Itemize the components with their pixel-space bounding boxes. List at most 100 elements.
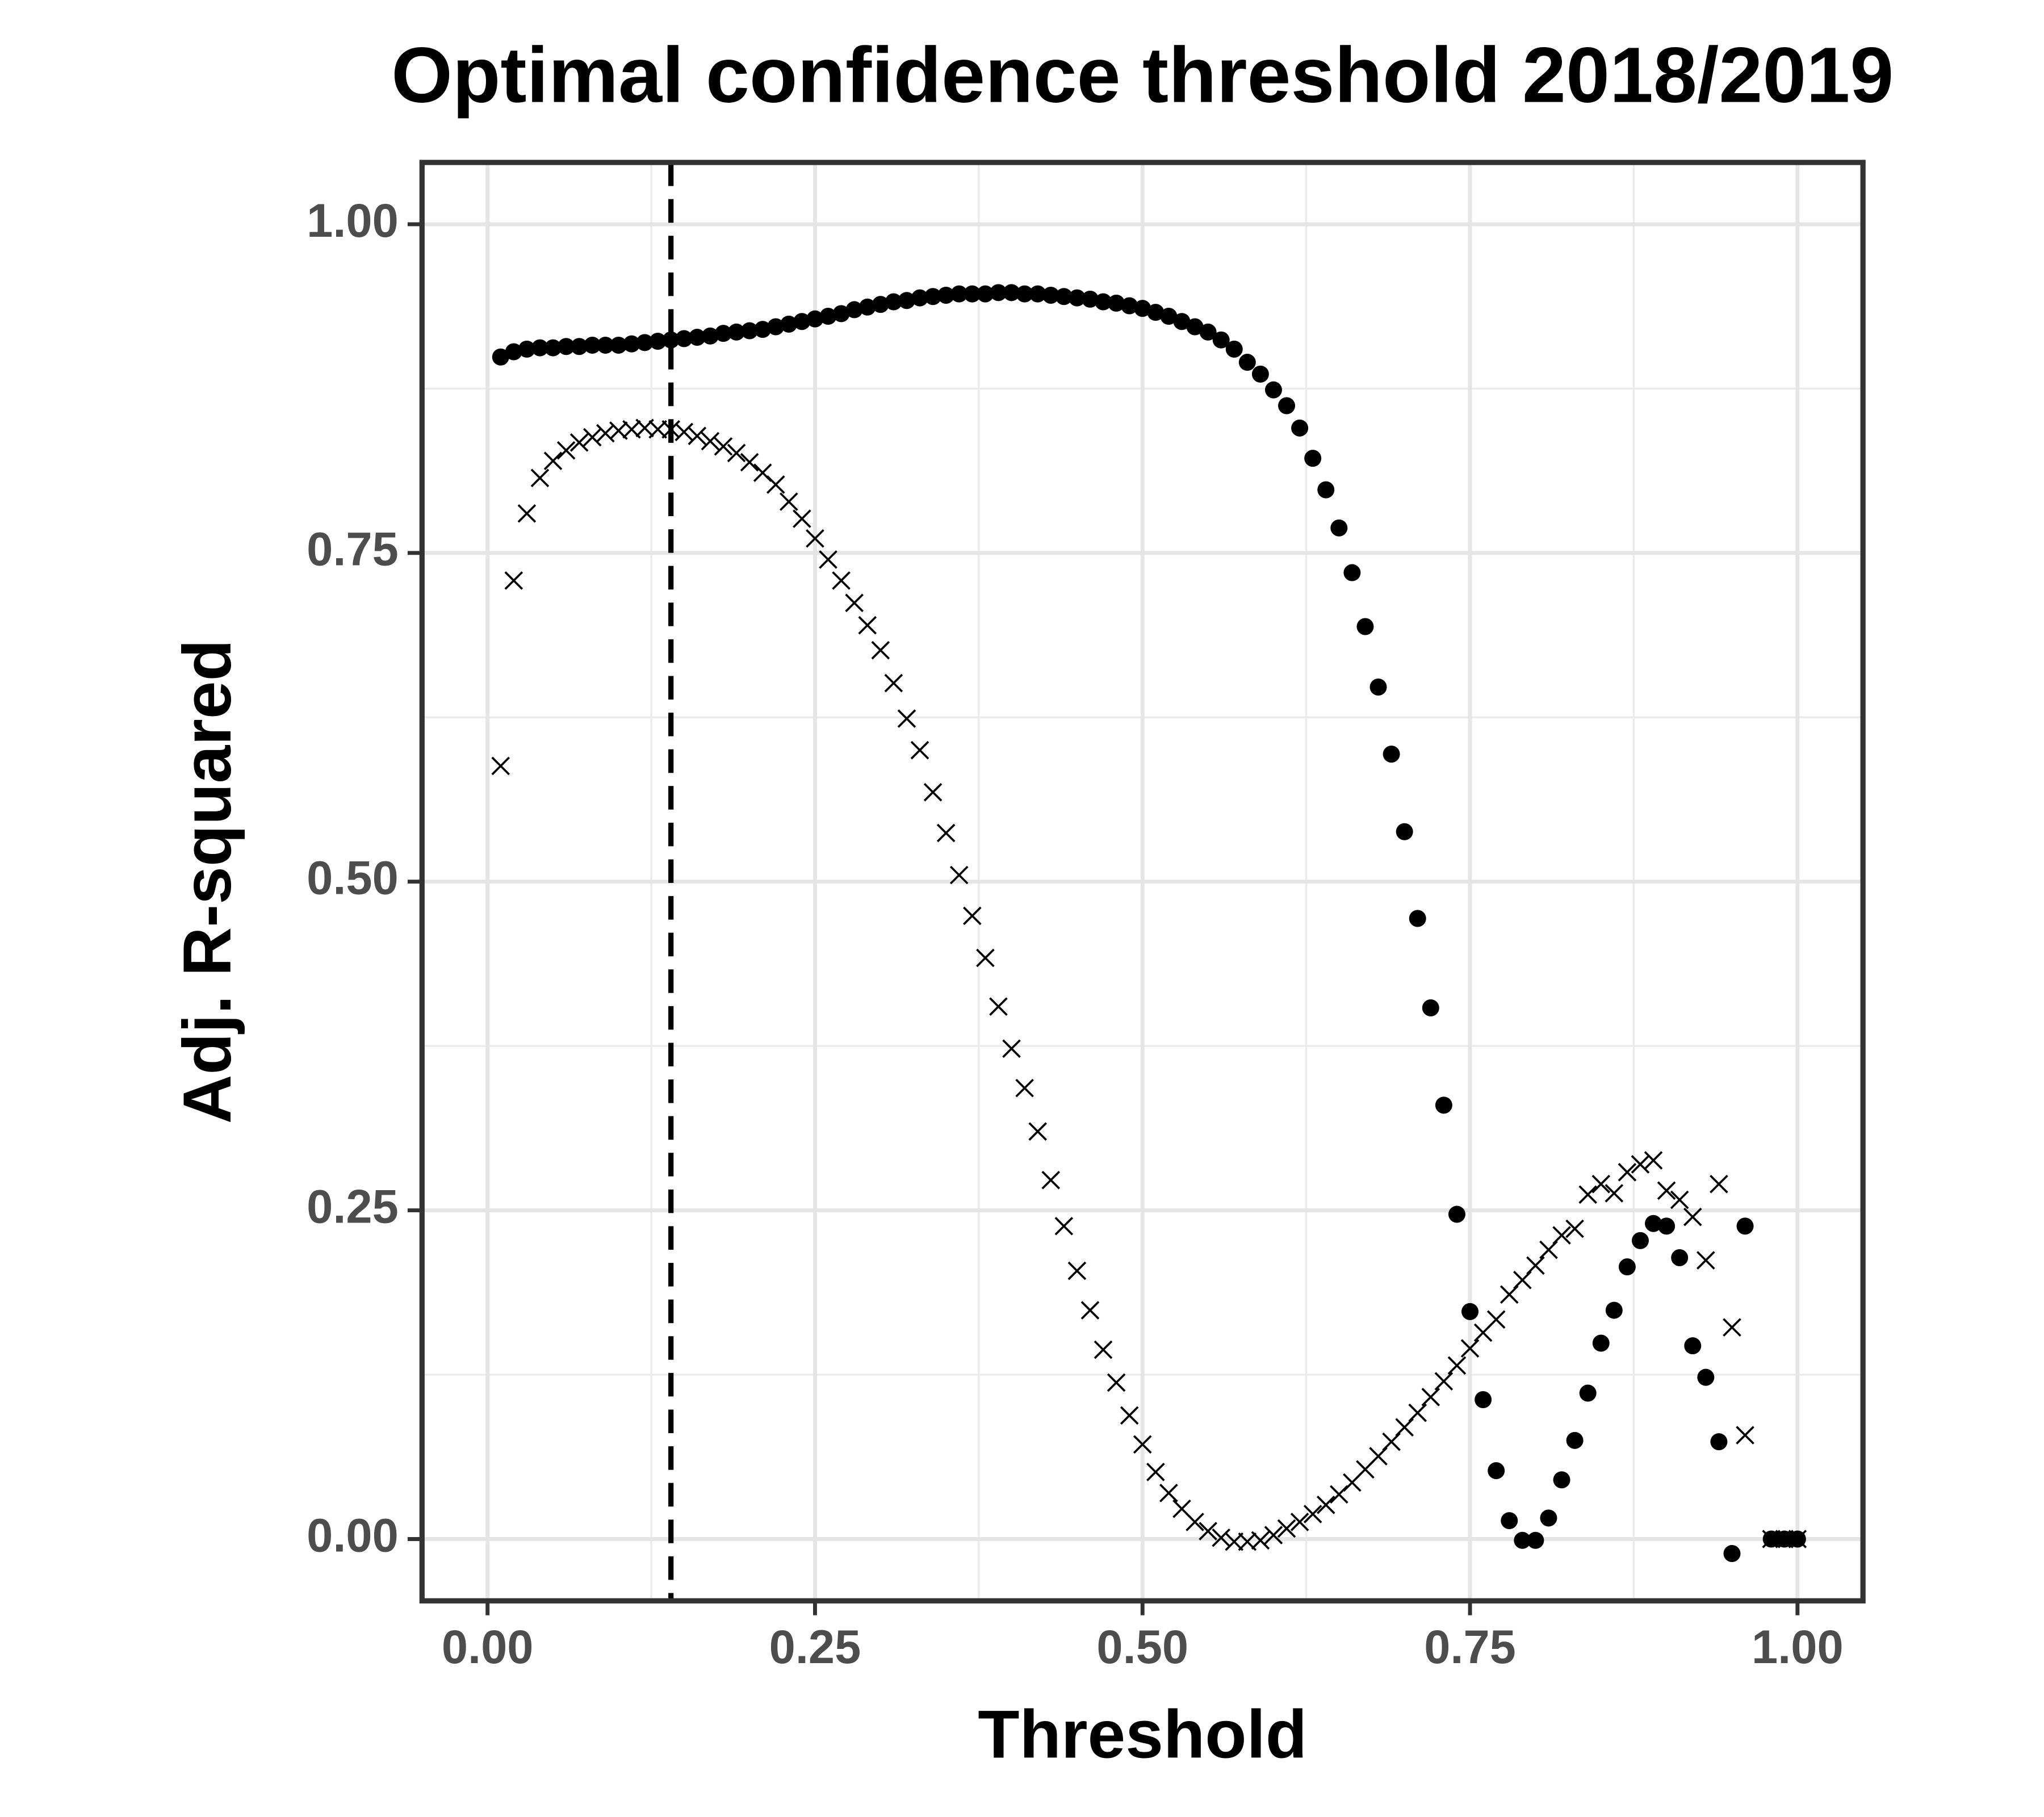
cross-point <box>923 782 943 802</box>
cross-point <box>832 571 851 590</box>
cross-point <box>845 593 864 613</box>
dot-point <box>1016 285 1033 303</box>
dot-point <box>1134 300 1151 317</box>
dot-point <box>1317 481 1335 499</box>
cross-point <box>1552 1226 1571 1245</box>
cross-point <box>1434 1372 1454 1391</box>
dot-point <box>1592 1334 1610 1352</box>
cross-point <box>989 997 1008 1016</box>
cross-point <box>1670 1190 1689 1209</box>
dot-point <box>845 301 863 319</box>
dot-point <box>1658 1217 1676 1235</box>
cross-point <box>766 475 785 494</box>
cross-point <box>806 529 824 548</box>
plot-border <box>419 160 1866 1604</box>
dot-point <box>1514 1531 1531 1549</box>
dot-point <box>1461 1303 1479 1320</box>
cross-point <box>897 709 916 728</box>
cross-point <box>1212 1528 1230 1547</box>
cross-point <box>871 640 890 660</box>
cross-point <box>1146 1463 1165 1481</box>
dot-point <box>1369 679 1387 696</box>
cross-point <box>1657 1181 1676 1200</box>
dot-point <box>728 323 745 341</box>
cross-point <box>1486 1310 1506 1329</box>
cross-point <box>1421 1388 1440 1406</box>
dot-point <box>1435 1096 1452 1114</box>
dot-point <box>1605 1301 1623 1319</box>
cross-point <box>688 426 707 446</box>
dot-point <box>1291 419 1309 437</box>
dot-point <box>767 318 785 336</box>
dot-point <box>898 292 915 309</box>
x-axis-label: Threshold <box>978 1697 1307 1773</box>
dot-point <box>1697 1368 1715 1386</box>
dot-point <box>571 338 588 355</box>
cross-point <box>1080 1301 1100 1320</box>
cross-point <box>675 422 694 442</box>
dot-point <box>1330 519 1348 537</box>
cross-point <box>780 492 798 511</box>
cross-point <box>1199 1522 1217 1540</box>
dot-point <box>1684 1337 1702 1355</box>
cross-point <box>793 509 811 528</box>
cross-point <box>1591 1174 1611 1194</box>
dot-point <box>1540 1509 1557 1527</box>
dot-point <box>1475 1391 1492 1409</box>
dot-point <box>518 340 535 358</box>
cross-point <box>583 428 602 447</box>
cross-point <box>701 432 720 451</box>
cross-point <box>1054 1217 1074 1236</box>
dot-point <box>597 336 614 354</box>
dot-point <box>858 298 876 316</box>
cross-point <box>1316 1495 1335 1514</box>
cross-point <box>1015 1078 1034 1098</box>
dot-point <box>950 285 968 303</box>
y-axis-label: Adj. R-squared <box>169 639 245 1124</box>
dot-point <box>1278 397 1296 415</box>
dot-point <box>1618 1258 1636 1276</box>
cross-point <box>1094 1340 1113 1359</box>
cross-point <box>1788 1530 1807 1548</box>
cross-point <box>714 437 733 456</box>
dot-point <box>1251 365 1269 383</box>
dot-point <box>1710 1433 1728 1451</box>
dot-point <box>1501 1512 1518 1530</box>
dot-point <box>688 329 706 346</box>
cross-point <box>530 468 550 488</box>
cross-point <box>727 443 746 463</box>
cross-point <box>963 906 982 926</box>
dot-point <box>872 296 889 313</box>
cross-point <box>1067 1261 1087 1280</box>
cross-point <box>1460 1339 1480 1358</box>
dot-point <box>505 343 522 361</box>
dot-point <box>636 334 654 351</box>
cross-point <box>1526 1256 1545 1275</box>
cross-point <box>1644 1151 1663 1170</box>
cross-point <box>543 451 563 471</box>
dot-point <box>701 327 719 345</box>
dot-point <box>1055 288 1073 305</box>
dot-point <box>1081 290 1099 308</box>
dot-point <box>1645 1215 1662 1232</box>
dot-point <box>1264 381 1282 399</box>
dot-point <box>1527 1531 1544 1549</box>
cross-point <box>1775 1530 1794 1548</box>
cross-point <box>1159 1484 1178 1502</box>
dot-point <box>492 348 509 366</box>
y-tick-label: 1.00 <box>307 194 399 247</box>
cross-point <box>1303 1505 1322 1523</box>
dot-point <box>1160 308 1178 325</box>
dot-point <box>1553 1471 1570 1489</box>
cross-point <box>1447 1356 1467 1375</box>
dot-point <box>1409 910 1426 927</box>
y-tick-label: 0.75 <box>307 523 399 576</box>
dot-point <box>1383 746 1400 763</box>
cross-point <box>1002 1039 1021 1058</box>
cross-point <box>504 571 523 590</box>
dot-point <box>1003 284 1020 302</box>
cross-point <box>1605 1184 1624 1203</box>
dot-point <box>964 285 981 303</box>
x-tick-label: 0.00 <box>442 1621 534 1673</box>
